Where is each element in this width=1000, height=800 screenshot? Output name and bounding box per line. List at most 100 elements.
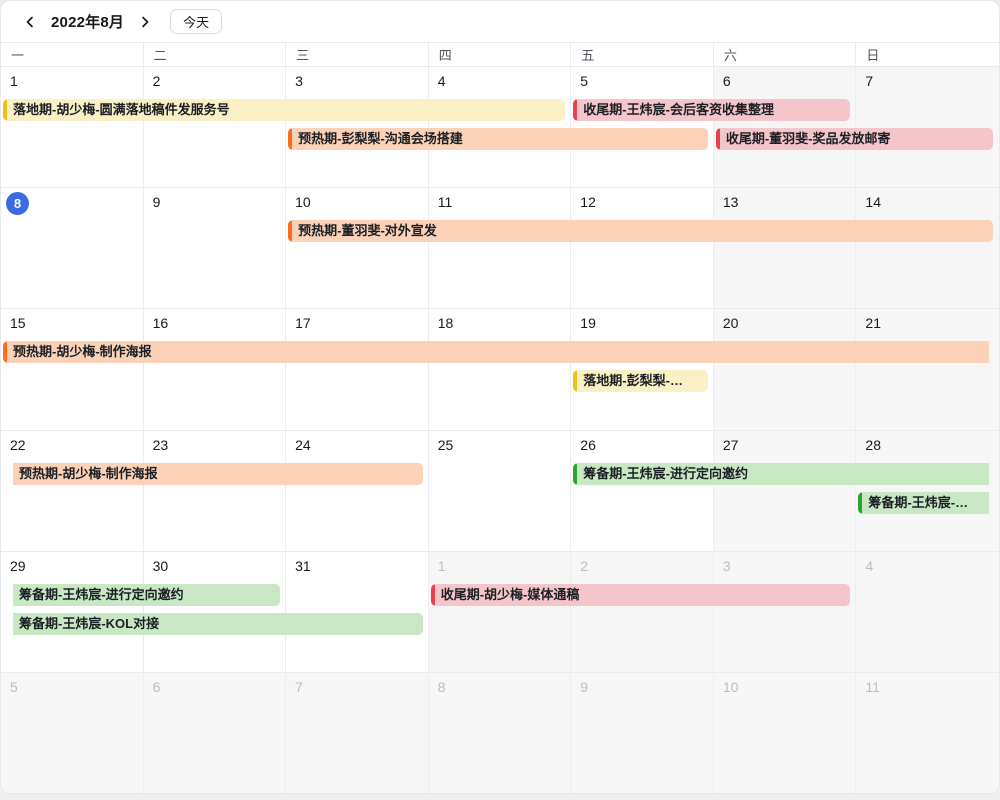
day-cell[interactable]: 21 — [856, 309, 999, 430]
day-number: 30 — [152, 557, 169, 574]
next-month-button[interactable] — [134, 11, 156, 33]
day-number: 19 — [580, 315, 596, 332]
day-cell[interactable]: 24 — [286, 430, 429, 551]
day-cell[interactable]: 16 — [143, 309, 287, 430]
day-number: 20 — [722, 315, 739, 332]
day-cell[interactable]: 30 — [143, 551, 287, 672]
event-bar[interactable]: 筹备期-王炜宸-… — [858, 491, 989, 514]
day-number: 9 — [580, 678, 589, 695]
day-cell[interactable]: 6 — [713, 67, 857, 188]
day-number: 21 — [865, 315, 881, 332]
day-number: 27 — [722, 436, 739, 453]
event-bar[interactable]: 筹备期-王炜宸-KOL对接 — [13, 612, 423, 635]
day-cell[interactable]: 3 — [713, 551, 857, 672]
event-bar[interactable]: 预热期-董羽斐-对外宣发 — [288, 220, 993, 243]
event-accent-strip — [715, 128, 720, 150]
event-title: 预热期-彭梨梨-沟通会场搭建 — [298, 131, 463, 146]
day-number: 14 — [865, 194, 881, 211]
day-cell[interactable]: 4 — [856, 551, 999, 672]
day-cell[interactable]: 15 — [1, 309, 144, 430]
event-accent-strip — [288, 128, 293, 150]
day-cell[interactable]: 17 — [286, 309, 429, 430]
day-cell[interactable]: 13 — [713, 188, 857, 309]
day-cell[interactable]: 10 — [286, 188, 429, 309]
day-cell[interactable]: 9 — [143, 188, 287, 309]
event-bar[interactable]: 收尾期-胡少梅-媒体通稿 — [430, 583, 851, 606]
day-number: 13 — [722, 194, 739, 211]
day-cell[interactable]: 29 — [1, 551, 144, 672]
day-cell[interactable]: 2 — [143, 67, 287, 188]
event-title: 落地期-彭梨梨-… — [583, 373, 683, 389]
day-cell[interactable]: 7 — [286, 672, 429, 793]
month-title: 2022年8月 — [51, 14, 125, 31]
event-title: 筹备期-王炜宸-KOL对接 — [19, 615, 160, 631]
day-number: 6 — [152, 678, 161, 695]
day-number: 11 — [437, 194, 453, 211]
day-cell[interactable]: 2 — [571, 551, 714, 672]
day-cell[interactable]: 28 — [856, 430, 999, 551]
event-bar[interactable]: 落地期-胡少梅-圆满落地稿件发服务号 — [3, 99, 566, 121]
week-cells: 8 9 10 11 12 13 14 — [1, 188, 999, 309]
event-bar[interactable]: 筹备期-王炜宸-进行定向邀约 — [573, 462, 989, 485]
event-bar[interactable]: 预热期-胡少梅-制作海报 — [13, 462, 423, 485]
day-number: 5 — [580, 73, 589, 89]
event-accent-strip — [430, 583, 435, 606]
day-number: 2 — [152, 73, 161, 89]
week-cells: 29 30 31 1 2 3 4 — [1, 551, 999, 672]
day-cell[interactable]: 27 — [713, 430, 857, 551]
day-cell[interactable]: 11 — [856, 672, 999, 793]
day-cell[interactable]: 31 — [286, 551, 429, 672]
event-title: 落地期-胡少梅-圆满落地稿件发服务号 — [13, 102, 230, 117]
today-button[interactable]: 今天 — [170, 9, 223, 34]
month-grid: 1 2 3 4 5 6 7 落地期-胡少梅-圆满落地稿件发服务号 收尾期-王炜宸-会后客资收集整… — [1, 67, 999, 793]
calendar-toolbar: 2022年8月 今天 — [1, 1, 999, 42]
event-bar[interactable]: 落地期-彭梨梨-… — [573, 370, 708, 393]
day-number: 4 — [437, 73, 446, 89]
day-number: 22 — [10, 436, 26, 453]
day-cell[interactable]: 4 — [428, 67, 572, 188]
day-number: 1 — [10, 73, 18, 89]
day-cell[interactable]: 12 — [571, 188, 714, 309]
day-cell[interactable]: 8 — [1, 188, 144, 309]
day-cell[interactable]: 1 — [1, 67, 144, 188]
day-cell[interactable]: 11 — [428, 188, 572, 309]
weekday-label: 二 — [144, 43, 287, 66]
day-cell[interactable]: 7 — [856, 67, 999, 188]
weekday-label: 四 — [429, 43, 572, 66]
day-cell[interactable]: 26 — [571, 430, 714, 551]
day-cell[interactable]: 9 — [571, 672, 714, 793]
day-cell[interactable]: 6 — [143, 672, 287, 793]
day-cell[interactable]: 1 — [428, 551, 572, 672]
event-bar[interactable]: 预热期-胡少梅-制作海报 — [3, 341, 989, 364]
event-title: 预热期-胡少梅-制作海报 — [13, 344, 152, 360]
day-cell[interactable]: 3 — [286, 67, 429, 188]
event-bar[interactable]: 收尾期-王炜宸-会后客资收集整理 — [573, 99, 851, 121]
day-number: 25 — [437, 436, 454, 453]
weekday-label: 三 — [286, 43, 429, 66]
event-accent-strip — [3, 341, 7, 364]
day-cell[interactable]: 25 — [428, 430, 572, 551]
day-cell[interactable]: 5 — [1, 672, 144, 793]
day-cell[interactable]: 10 — [713, 672, 857, 793]
event-title: 收尾期-王炜宸-会后客资收集整理 — [583, 102, 774, 117]
day-number: 7 — [295, 678, 303, 695]
day-number: 2 — [580, 557, 589, 574]
day-cell[interactable]: 14 — [856, 188, 999, 309]
event-accent-strip — [288, 220, 293, 243]
day-cell[interactable]: 22 — [1, 430, 144, 551]
day-number: 3 — [295, 73, 303, 89]
day-cell[interactable]: 8 — [428, 672, 572, 793]
event-accent-strip — [573, 370, 578, 393]
event-bar[interactable]: 筹备期-王炜宸-进行定向邀约 — [13, 583, 281, 606]
day-number: 10 — [295, 194, 311, 211]
day-cell[interactable]: 19 — [571, 309, 714, 430]
day-cell[interactable]: 23 — [143, 430, 287, 551]
day-cell[interactable]: 18 — [428, 309, 572, 430]
prev-month-button[interactable] — [19, 11, 41, 33]
today-badge: 8 — [6, 192, 29, 216]
day-cell[interactable]: 20 — [713, 309, 857, 430]
event-bar[interactable]: 收尾期-董羽斐-奖品发放邮寄 — [715, 128, 993, 150]
event-bar[interactable]: 预热期-彭梨梨-沟通会场搭建 — [288, 128, 708, 150]
day-cell[interactable]: 5 — [571, 67, 714, 188]
